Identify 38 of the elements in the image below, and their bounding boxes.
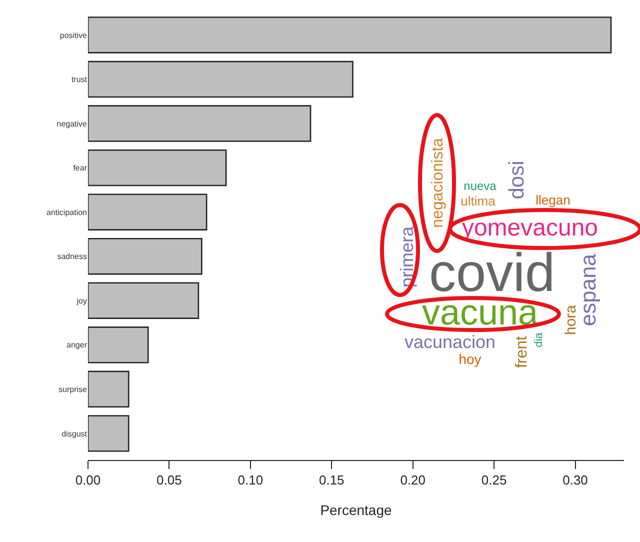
bar <box>88 194 208 230</box>
annotation: negacionista <box>430 138 446 228</box>
bar <box>88 415 130 452</box>
x-tick-label: 0.10 <box>238 472 264 488</box>
x-tick-label: 0.00 <box>75 472 101 488</box>
bar <box>88 60 354 98</box>
y-tick-label: anticipation <box>46 208 87 217</box>
annotation: nueva <box>464 179 497 193</box>
bar <box>88 16 612 54</box>
annotation: llegan <box>536 192 570 208</box>
x-tick-label: 0.30 <box>562 472 588 488</box>
y-tick-label: negative <box>56 119 88 128</box>
bar <box>88 370 130 408</box>
annotation: dosi <box>506 160 528 200</box>
x-axis-title: Percentage <box>320 502 392 518</box>
x-tick-label: 0.20 <box>400 472 426 488</box>
y-tick-label: fear <box>73 164 88 173</box>
y-tick-label: joy <box>76 296 87 306</box>
annotation: vacunacion <box>404 332 496 352</box>
bar <box>88 149 227 186</box>
x-tick-label: 0.25 <box>481 472 507 488</box>
bar <box>88 105 312 142</box>
annotation: frent <box>514 335 530 368</box>
bar <box>88 326 149 364</box>
x-tick-label: 0.05 <box>156 472 182 488</box>
y-tick-label: anger <box>66 340 88 350</box>
bar <box>88 238 202 275</box>
annotation: hoy <box>458 351 482 367</box>
annotation: dia <box>533 332 545 348</box>
y-tick-label: disgust <box>62 429 88 438</box>
x-tick-label: 0.15 <box>318 472 344 488</box>
y-tick-label: trust <box>71 75 88 84</box>
bar <box>88 282 200 319</box>
y-tick-label: surprise <box>58 384 88 394</box>
y-tick-label: sadness <box>57 252 87 262</box>
y-tick-label: positive <box>60 30 88 40</box>
annotation: ultima <box>460 194 496 208</box>
annotation: yomevacuno <box>462 214 598 242</box>
